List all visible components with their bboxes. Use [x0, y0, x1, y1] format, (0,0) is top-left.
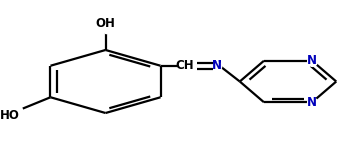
Text: N: N — [307, 54, 317, 67]
Text: CH: CH — [176, 59, 194, 72]
Text: N: N — [212, 59, 222, 72]
Text: N: N — [212, 59, 222, 72]
Text: HO: HO — [0, 109, 20, 122]
Text: N: N — [307, 96, 317, 109]
Text: OH: OH — [96, 17, 116, 30]
